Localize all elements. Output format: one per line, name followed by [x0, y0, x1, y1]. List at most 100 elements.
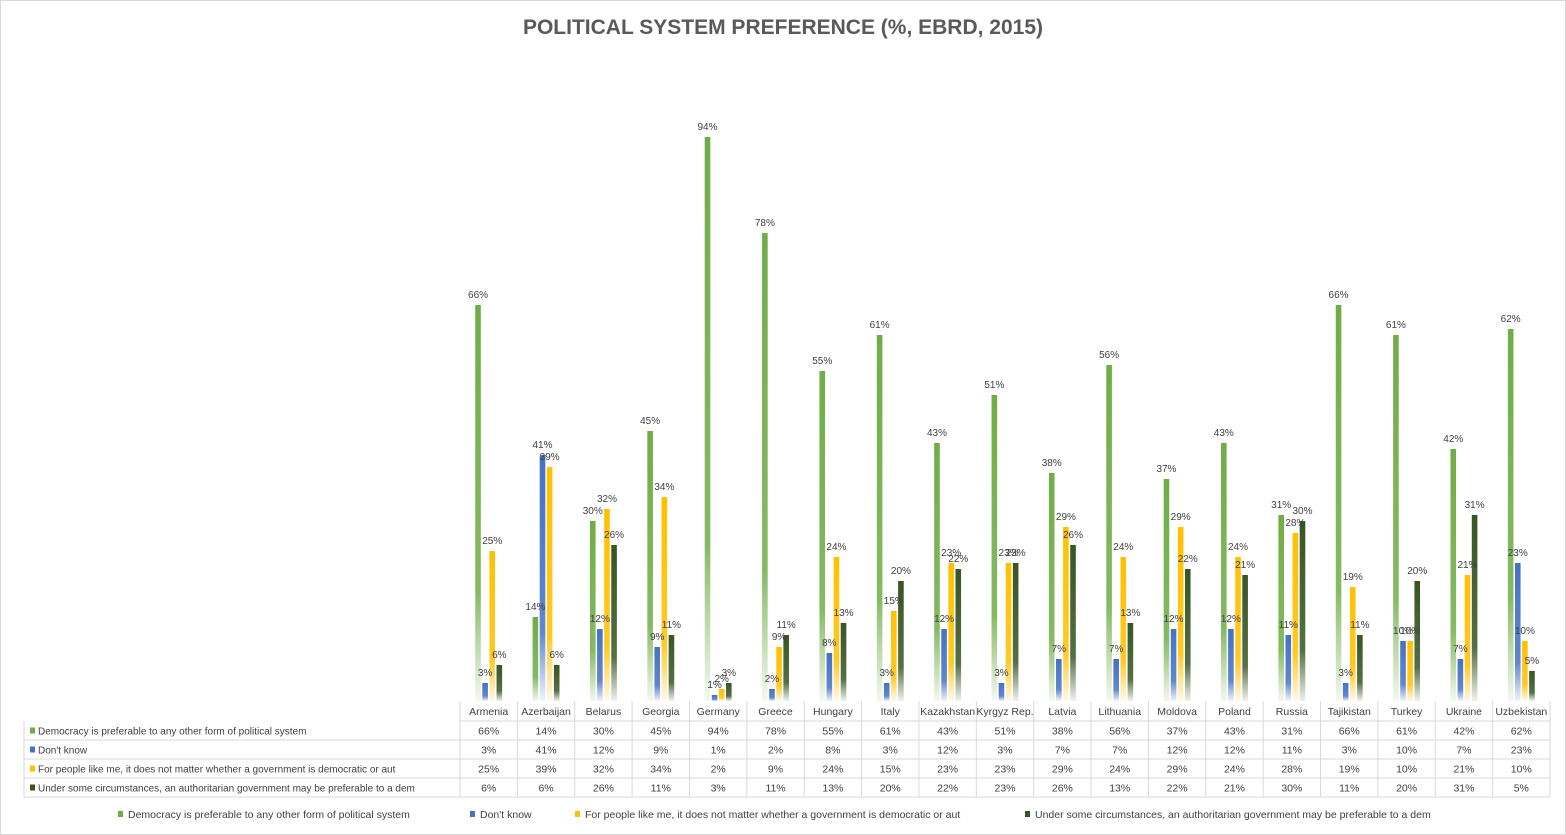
bar-kazakhstan-series-1 [934, 443, 940, 701]
bar-uzbekistan-series-2 [1514, 563, 1521, 701]
data-label-ukraine-series-2: 7% [1453, 644, 1468, 655]
data-label-azerbaijan-series-4: 6% [549, 650, 564, 661]
category-label-greece: Greece [758, 706, 793, 718]
data-label-uzbekistan-series-1: 62% [1501, 314, 1521, 325]
bar-kazakhstan-series-3 [948, 563, 954, 701]
data-label-hungary-series-1: 55% [812, 356, 832, 367]
data-label-hungary-series-3: 24% [826, 542, 846, 553]
table-cell-tajikistan-series-2: 3% [1342, 745, 1357, 757]
data-label-poland-series-1: 43% [1214, 428, 1234, 439]
table-cell-lithuania-series-1: 56% [1109, 726, 1130, 738]
bar-azerbaijan-series-1 [532, 617, 539, 701]
table-cell-moldova-series-3: 29% [1167, 764, 1188, 776]
bar-azerbaijan-series-3 [546, 467, 553, 701]
category-label-armenia: Armenia [469, 706, 508, 718]
table-cell-kyrgyz-rep-series-1: 51% [994, 726, 1015, 738]
bar-lithuania-series-4 [1127, 623, 1134, 701]
data-label-turkey-series-1: 61% [1386, 320, 1406, 331]
data-label-italy-series-1: 61% [870, 320, 890, 331]
category-label-latvia: Latvia [1048, 706, 1076, 718]
legend-item-2: Don't know [470, 809, 532, 821]
bar-moldova-series-3 [1177, 527, 1184, 701]
bar-russia-series-4 [1299, 521, 1306, 701]
data-label-ukraine-series-4: 31% [1465, 500, 1485, 511]
legend-label-4: Under some circumstances, an authoritari… [1035, 809, 1431, 821]
table-cell-armenia-series-4: 6% [481, 783, 496, 795]
bar-latvia-series-2 [1056, 659, 1062, 701]
table-cell-belarus-series-4: 26% [593, 783, 614, 795]
table-cell-latvia-series-4: 26% [1052, 783, 1073, 795]
legend-key-2 [470, 811, 475, 817]
table-cell-georgia-series-4: 11% [651, 783, 671, 795]
data-label-armenia-series-2: 3% [478, 668, 493, 679]
legend-item-1: Democracy is preferable to any other for… [118, 809, 410, 821]
table-cell-georgia-series-1: 45% [650, 726, 671, 738]
data-label-tajikistan-series-1: 66% [1329, 290, 1349, 301]
table-cell-turkey-series-1: 61% [1396, 726, 1417, 738]
table-cell-greece-series-2: 2% [768, 745, 783, 757]
table-cell-kazakhstan-series-3: 23% [937, 764, 958, 776]
bar-tajikistan-series-4 [1357, 635, 1363, 701]
bar-latvia-series-1 [1048, 473, 1055, 701]
data-label-kyrgyz-rep-series-3: 23% [999, 548, 1019, 559]
data-label-lithuania-series-2: 7% [1109, 644, 1124, 655]
bar-armenia-series-3 [489, 551, 496, 701]
table-cell-kyrgyz-rep-series-2: 3% [997, 745, 1012, 757]
data-label-georgia-series-1: 45% [640, 416, 660, 427]
data-label-russia-series-2: 11% [1279, 620, 1298, 631]
table-row-name-1: Democracy is preferable to any other for… [38, 727, 306, 738]
category-label-italy: Italy [881, 706, 901, 718]
data-label-armenia-series-4: 6% [492, 650, 507, 661]
category-label-tajikistan: Tajikistan [1328, 706, 1371, 718]
table-cell-georgia-series-3: 34% [650, 764, 671, 776]
bar-hungary-series-1 [819, 371, 826, 701]
data-label-lithuania-series-1: 56% [1099, 350, 1119, 361]
bar-georgia-series-2 [654, 647, 661, 701]
bar-armenia-series-1 [475, 305, 481, 701]
data-label-italy-series-2: 3% [879, 668, 894, 679]
data-label-uzbekistan-series-2: 23% [1508, 548, 1528, 559]
table-cell-kyrgyz-rep-series-4: 23% [994, 783, 1015, 795]
data-label-germany-series-3: 2% [714, 674, 729, 685]
data-label-moldova-series-4: 22% [1178, 554, 1198, 565]
table-cell-latvia-series-2: 7% [1055, 745, 1070, 757]
category-label-turkey: Turkey [1391, 706, 1423, 718]
bar-belarus-series-4 [611, 545, 617, 701]
bar-greece-series-2 [769, 689, 775, 701]
data-label-kazakhstan-series-2: 12% [934, 614, 954, 625]
bar-poland-series-2 [1228, 629, 1234, 701]
table-cell-uzbekistan-series-3: 10% [1511, 764, 1532, 776]
data-label-russia-series-1: 31% [1271, 500, 1291, 511]
bar-kyrgyz-rep-series-2 [998, 683, 1005, 701]
legend: Democracy is preferable to any other for… [118, 809, 1431, 821]
table-cell-italy-series-2: 3% [883, 745, 898, 757]
table-cell-poland-series-1: 43% [1224, 726, 1245, 738]
data-label-lithuania-series-3: 24% [1113, 542, 1133, 553]
table-cell-poland-series-2: 12% [1224, 745, 1245, 757]
table-cell-turkey-series-3: 10% [1396, 764, 1417, 776]
table-cell-turkey-series-2: 10% [1396, 745, 1417, 757]
category-label-belarus: Belarus [586, 706, 622, 718]
data-label-lithuania-series-4: 13% [1120, 608, 1140, 619]
table-cell-tajikistan-series-1: 66% [1339, 726, 1360, 738]
table-cell-azerbaijan-series-4: 6% [538, 783, 553, 795]
bar-turkey-series-3 [1407, 641, 1413, 701]
table-cell-lithuania-series-3: 24% [1109, 764, 1130, 776]
data-label-turkey-series-3: 10% [1400, 626, 1420, 637]
table-cell-russia-series-4: 30% [1281, 783, 1302, 795]
data-label-kazakhstan-series-4: 22% [948, 554, 968, 565]
table-cell-azerbaijan-series-3: 39% [536, 764, 557, 776]
table-cell-ukraine-series-2: 7% [1456, 745, 1471, 757]
table-cell-germany-series-2: 1% [711, 745, 726, 757]
table-row-name-3: For people like me, it does not matter w… [38, 765, 396, 776]
table-cell-armenia-series-1: 66% [478, 726, 499, 738]
bar-poland-series-3 [1235, 557, 1241, 701]
bar-armenia-series-4 [496, 665, 503, 701]
bar-germany-series-2 [711, 695, 718, 701]
data-label-tajikistan-series-3: 19% [1343, 572, 1363, 583]
table-cell-uzbekistan-series-4: 5% [1514, 783, 1529, 795]
bar-turkey-series-1 [1393, 335, 1399, 701]
bar-kyrgyz-rep-series-1 [991, 395, 998, 701]
data-label-poland-series-4: 21% [1235, 560, 1255, 571]
table-row-key-3 [30, 765, 35, 772]
